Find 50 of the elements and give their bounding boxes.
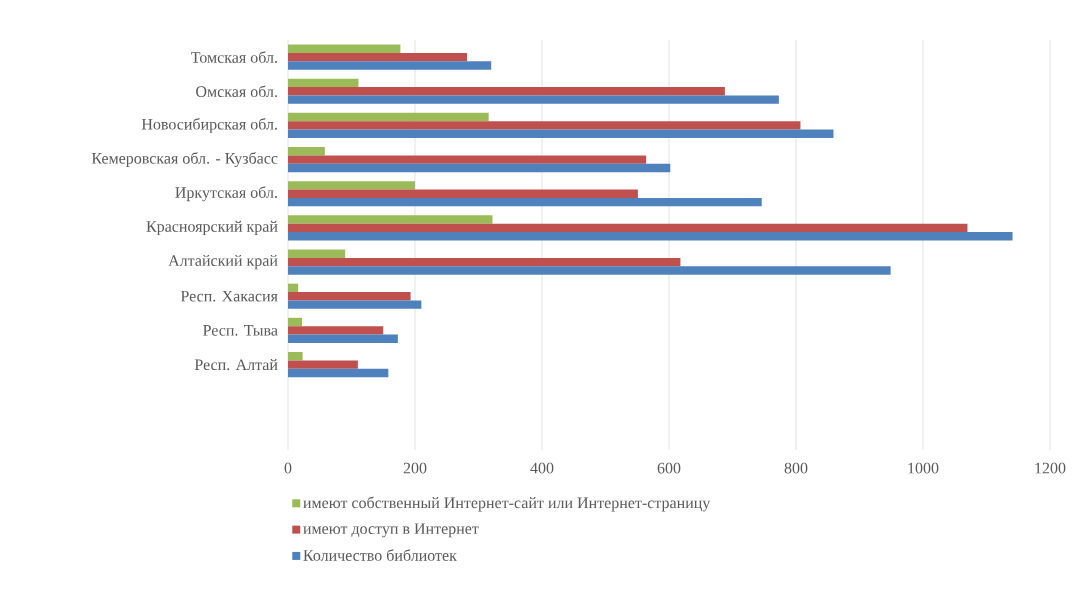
y-tick-label: Кемеровская обл. - Кузбасс xyxy=(91,152,278,168)
bar xyxy=(288,52,468,62)
bar xyxy=(288,317,302,327)
bar xyxy=(288,334,398,344)
bar xyxy=(288,61,492,70)
bar xyxy=(288,112,489,122)
y-tick-label: Омская обл. xyxy=(196,85,277,98)
y-tick-label: Респ. Тыва xyxy=(203,325,278,336)
bar xyxy=(288,292,411,301)
y-tick-label: Респ. Алтай xyxy=(194,358,278,371)
x-tick-label: 1200 xyxy=(1035,462,1066,474)
bar xyxy=(288,266,891,275)
y-tick-label: Респ. Хакасия xyxy=(180,290,278,302)
bar xyxy=(288,44,401,53)
x-tick-label: 800 xyxy=(784,462,808,474)
bar xyxy=(288,360,358,369)
bar xyxy=(288,300,422,309)
x-tick-label: 400 xyxy=(530,462,554,474)
bar xyxy=(288,257,681,267)
bar xyxy=(288,155,647,164)
bar xyxy=(288,197,762,207)
bar xyxy=(288,368,389,378)
bar xyxy=(288,215,493,224)
bar xyxy=(288,326,384,335)
bar xyxy=(288,249,346,258)
bar xyxy=(288,283,299,293)
bar xyxy=(288,189,638,198)
y-tick-label: Новосибирская обл. xyxy=(141,117,277,133)
bar xyxy=(288,232,1013,241)
bar xyxy=(288,146,325,156)
bar xyxy=(288,351,303,361)
bar xyxy=(288,181,415,190)
x-tick-label: 1000 xyxy=(908,462,939,474)
legend-label: Количество библиотек xyxy=(303,549,457,561)
y-tick-label: Красноярский край xyxy=(146,220,278,236)
y-tick-label: Томская обл. xyxy=(191,51,277,63)
legend-label: имеют доступ в Интернет xyxy=(303,523,479,538)
y-tick-label: Алтайский край xyxy=(168,254,278,270)
y-tick-label: Иркутская обл. xyxy=(175,186,277,202)
bar xyxy=(288,129,834,139)
bar xyxy=(288,87,725,96)
legend-label: имеют собственный Интернет-сайт или Интернет-страницу xyxy=(303,496,711,512)
bar xyxy=(288,78,359,88)
x-tick-label: 600 xyxy=(657,462,681,474)
bar xyxy=(288,223,968,233)
bar xyxy=(288,95,779,104)
bar xyxy=(288,121,801,130)
x-tick-label: 200 xyxy=(403,462,427,474)
bar xyxy=(288,163,671,173)
x-tick-label: 0 xyxy=(284,462,292,474)
